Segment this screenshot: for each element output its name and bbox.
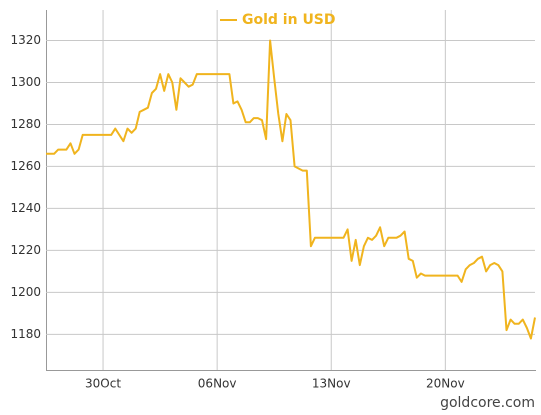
y-tick-label: 1320	[10, 33, 41, 47]
y-tick-label: 1200	[10, 285, 41, 299]
x-tick-label: 30Oct	[85, 377, 121, 391]
watermark: goldcore.com	[440, 395, 535, 411]
x-tick-label: 13Nov	[312, 377, 351, 391]
data-line	[46, 39, 536, 340]
legend-label: Gold in USD	[242, 12, 336, 28]
y-tick-label: 1300	[10, 75, 41, 89]
x-tick-label: 06Nov	[198, 377, 237, 391]
y-tick-label: 1260	[10, 159, 41, 173]
x-tick-label: 20Nov	[426, 377, 465, 391]
y-tick-label: 1180	[10, 327, 41, 341]
y-tick-label: 1240	[10, 201, 41, 215]
y-tick-label: 1280	[10, 117, 41, 131]
y-tick-label: 1220	[10, 243, 41, 257]
